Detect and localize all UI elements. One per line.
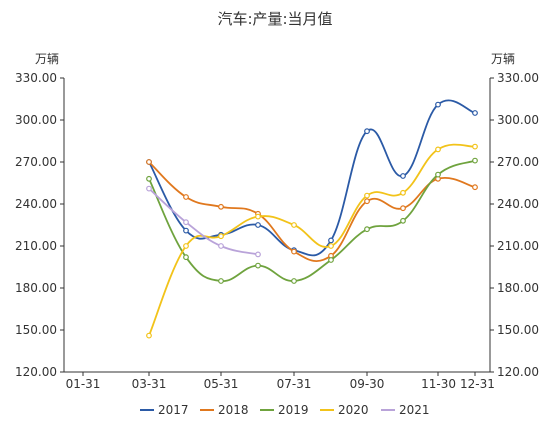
y-tick-label-right: 180.00 xyxy=(497,281,539,295)
data-point xyxy=(255,222,261,228)
data-point xyxy=(183,219,189,226)
series-line-2018 xyxy=(148,161,476,263)
data-point xyxy=(328,237,334,244)
y-tick-label-left: 120.00 xyxy=(15,365,57,379)
data-point xyxy=(472,110,478,116)
legend-label: 2021 xyxy=(399,403,430,417)
y-tick-label-right: 120.00 xyxy=(497,365,539,379)
data-point xyxy=(400,205,406,212)
data-point xyxy=(472,157,478,164)
legend-item-2021[interactable]: 2021 xyxy=(381,403,430,417)
data-point xyxy=(435,146,441,153)
x-tick-label: 07-31 xyxy=(277,377,312,391)
y-tick-label-left: 330.00 xyxy=(15,71,57,85)
y-tick-label-left: 180.00 xyxy=(15,281,57,295)
series-lines xyxy=(146,99,478,339)
y-axis-unit-left: 万辆 xyxy=(35,52,59,66)
y-axis-unit-right: 万辆 xyxy=(491,52,515,66)
data-point xyxy=(218,243,224,249)
y-tick-label-right: 300.00 xyxy=(497,113,539,127)
series-line-2020 xyxy=(148,143,476,336)
data-point xyxy=(146,332,152,339)
data-point xyxy=(183,254,189,261)
data-point xyxy=(146,159,152,165)
y-tick-label-left: 150.00 xyxy=(15,323,57,337)
x-tick-label: 12-31 xyxy=(460,377,495,391)
x-tick-label: 03-31 xyxy=(132,377,167,391)
y-tick-label-right: 330.00 xyxy=(497,71,539,85)
data-point xyxy=(364,226,370,233)
legend[interactable]: 2017 2018 2019 2020 2021 xyxy=(140,403,430,417)
y-tick-label-right: 240.00 xyxy=(497,197,539,211)
data-point xyxy=(218,203,224,210)
legend-label: 2020 xyxy=(338,403,369,417)
data-point xyxy=(218,233,224,240)
legend-item-2017[interactable]: 2017 xyxy=(140,403,189,417)
data-point xyxy=(183,227,189,234)
y-tick-label-left: 210.00 xyxy=(15,239,57,253)
x-tick-label: 01-31 xyxy=(66,377,101,391)
y-tick-label-right: 150.00 xyxy=(497,323,539,337)
x-tick-label: 05-31 xyxy=(204,377,239,391)
data-point xyxy=(364,192,370,199)
legend-label: 2017 xyxy=(158,403,189,417)
legend-label: 2018 xyxy=(218,403,249,417)
data-point xyxy=(472,143,478,150)
data-point xyxy=(218,278,224,284)
data-point xyxy=(255,213,261,220)
data-point xyxy=(400,189,406,196)
chart-title: 汽车:产量:当月值 xyxy=(217,10,332,28)
data-point xyxy=(255,251,261,258)
y-tick-label-right: 270.00 xyxy=(497,155,539,169)
data-point xyxy=(291,222,297,228)
series-2020 xyxy=(146,143,478,339)
legend-item-2020[interactable]: 2020 xyxy=(320,403,369,417)
x-tick-label: 09-30 xyxy=(350,377,385,391)
series-2018 xyxy=(146,159,478,263)
legend-item-2018[interactable]: 2018 xyxy=(200,403,249,417)
x-tick-label: 11-30 xyxy=(421,377,456,391)
series-2019 xyxy=(146,157,478,284)
series-2017 xyxy=(146,99,478,257)
y-tick-label-left: 270.00 xyxy=(15,155,57,169)
axes: 120.00 120.00 150.00 150.00 180.00 180.00 210.… xyxy=(15,71,539,391)
data-point xyxy=(364,128,370,135)
data-point xyxy=(183,194,189,200)
data-point xyxy=(146,185,152,192)
data-point xyxy=(146,175,152,182)
data-point xyxy=(183,243,189,249)
data-point xyxy=(435,101,441,108)
y-tick-label-left: 240.00 xyxy=(15,197,57,211)
data-point xyxy=(291,278,297,284)
data-point xyxy=(400,173,406,179)
data-point xyxy=(400,217,406,224)
legend-item-2019[interactable]: 2019 xyxy=(260,403,309,417)
y-tick-label-left: 300.00 xyxy=(15,113,57,127)
legend-label: 2019 xyxy=(278,403,309,417)
data-point xyxy=(364,198,370,205)
data-point xyxy=(328,257,334,263)
series-2021 xyxy=(146,185,261,258)
series-line-2019 xyxy=(148,159,476,282)
data-point xyxy=(328,243,334,249)
data-point xyxy=(291,248,297,255)
y-tick-label-right: 210.00 xyxy=(497,239,539,253)
data-point xyxy=(472,184,478,191)
series-line-2021 xyxy=(148,187,259,256)
data-point xyxy=(255,262,261,269)
data-point xyxy=(435,171,441,178)
